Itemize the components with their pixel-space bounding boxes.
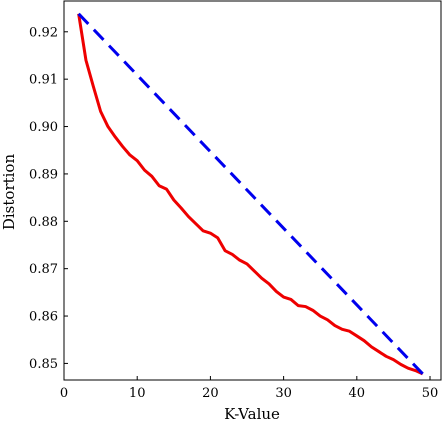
- plot-frame: [63, 0, 442, 381]
- x-tick-label: 50: [422, 386, 439, 401]
- y-tick-label: 0.90: [29, 120, 58, 135]
- y-tick-label: 0.85: [29, 357, 58, 372]
- x-tick-label: 0: [60, 386, 68, 401]
- y-tick-label: 0.87: [29, 262, 58, 277]
- y-tick-label: 0.86: [29, 310, 58, 325]
- x-tick-label: 30: [275, 386, 292, 401]
- x-tick-label: 40: [349, 386, 366, 401]
- x-tick-label: 20: [202, 386, 219, 401]
- y-axis-label: Distortion: [0, 154, 18, 231]
- y-tick-label: 0.88: [29, 215, 58, 230]
- y-tick-label: 0.91: [29, 73, 58, 88]
- y-tick-label: 0.89: [29, 167, 58, 182]
- dashed-series-line: [77, 12, 424, 375]
- y-tick-label: 0.92: [29, 25, 58, 40]
- solid-series-line: [77, 13, 424, 376]
- x-axis-label: K-Value: [224, 405, 280, 422]
- x-tick-label: 10: [129, 386, 146, 401]
